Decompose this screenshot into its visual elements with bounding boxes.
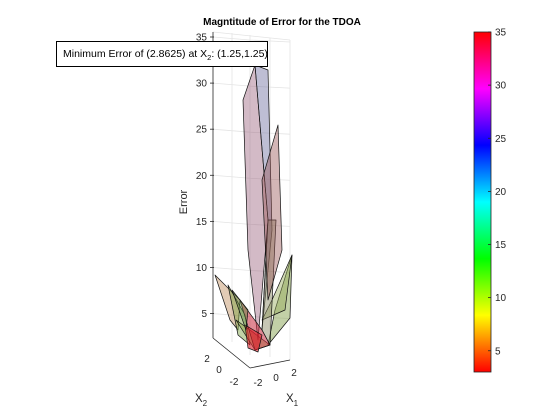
surface-facet [242,64,269,341]
z-tick-label: 10 [196,263,208,274]
z-tick-label: 25 [196,125,208,136]
z-tick-label: 30 [196,79,208,90]
colorbar-tick-label: 10 [495,293,507,304]
colorbar-tick-label: 25 [495,134,507,145]
x2-axis-line [212,337,251,369]
surface-facet [231,289,249,331]
grid-line [212,82,291,89]
grid-line [212,36,291,43]
x2-axis-ticks: -2 02 [204,354,239,388]
z-axis-label: Error [178,189,190,214]
surface-facet [261,254,293,321]
z-tick-label: 20 [196,171,208,182]
x2-tick-label: 0 [216,365,222,376]
grid-line [212,174,291,181]
x1-axis-ticks: -2 0 2 [254,368,298,389]
z-axis-ticks: 5 10 15 20 25 30 35 [196,33,214,320]
x1-axis-label: X1 [286,393,299,408]
grid-line [212,220,291,227]
z-tick-label: 15 [196,217,208,228]
x2-tick-label: -2 [230,377,239,388]
colorbar-tick-label: 20 [495,187,507,198]
x1-tick-label: -2 [254,378,263,389]
x1-tick-label: 2 [291,368,297,379]
z-tick-label: 35 [196,33,208,44]
colorbar-tick-label: 15 [495,240,507,251]
surface-facet [244,324,263,353]
colorbar-tick-label: 30 [495,81,507,92]
minimum-error-annotation: Minimum Error of (2.8625) at X2: (1.25,1… [56,41,268,67]
colorbar-tick-label: 5 [495,346,501,357]
grid-line [212,31,291,41]
colorbar [473,31,492,373]
x1-axis-line [249,359,291,369]
chart-title: Magntitude of Error for the TDOA [203,17,361,28]
z-tick-label: 5 [201,309,207,320]
grid-line [212,128,291,135]
x2-tick-label: 2 [204,354,210,365]
surface-facet [261,124,283,301]
x1-tick-label: 0 [273,373,279,384]
colorbar-ticks: 5 10 15 20 25 30 35 [488,28,507,357]
x2-axis-label: X2 [195,393,208,408]
error-surface [214,64,293,353]
colorbar-tick-label: 35 [495,28,507,39]
